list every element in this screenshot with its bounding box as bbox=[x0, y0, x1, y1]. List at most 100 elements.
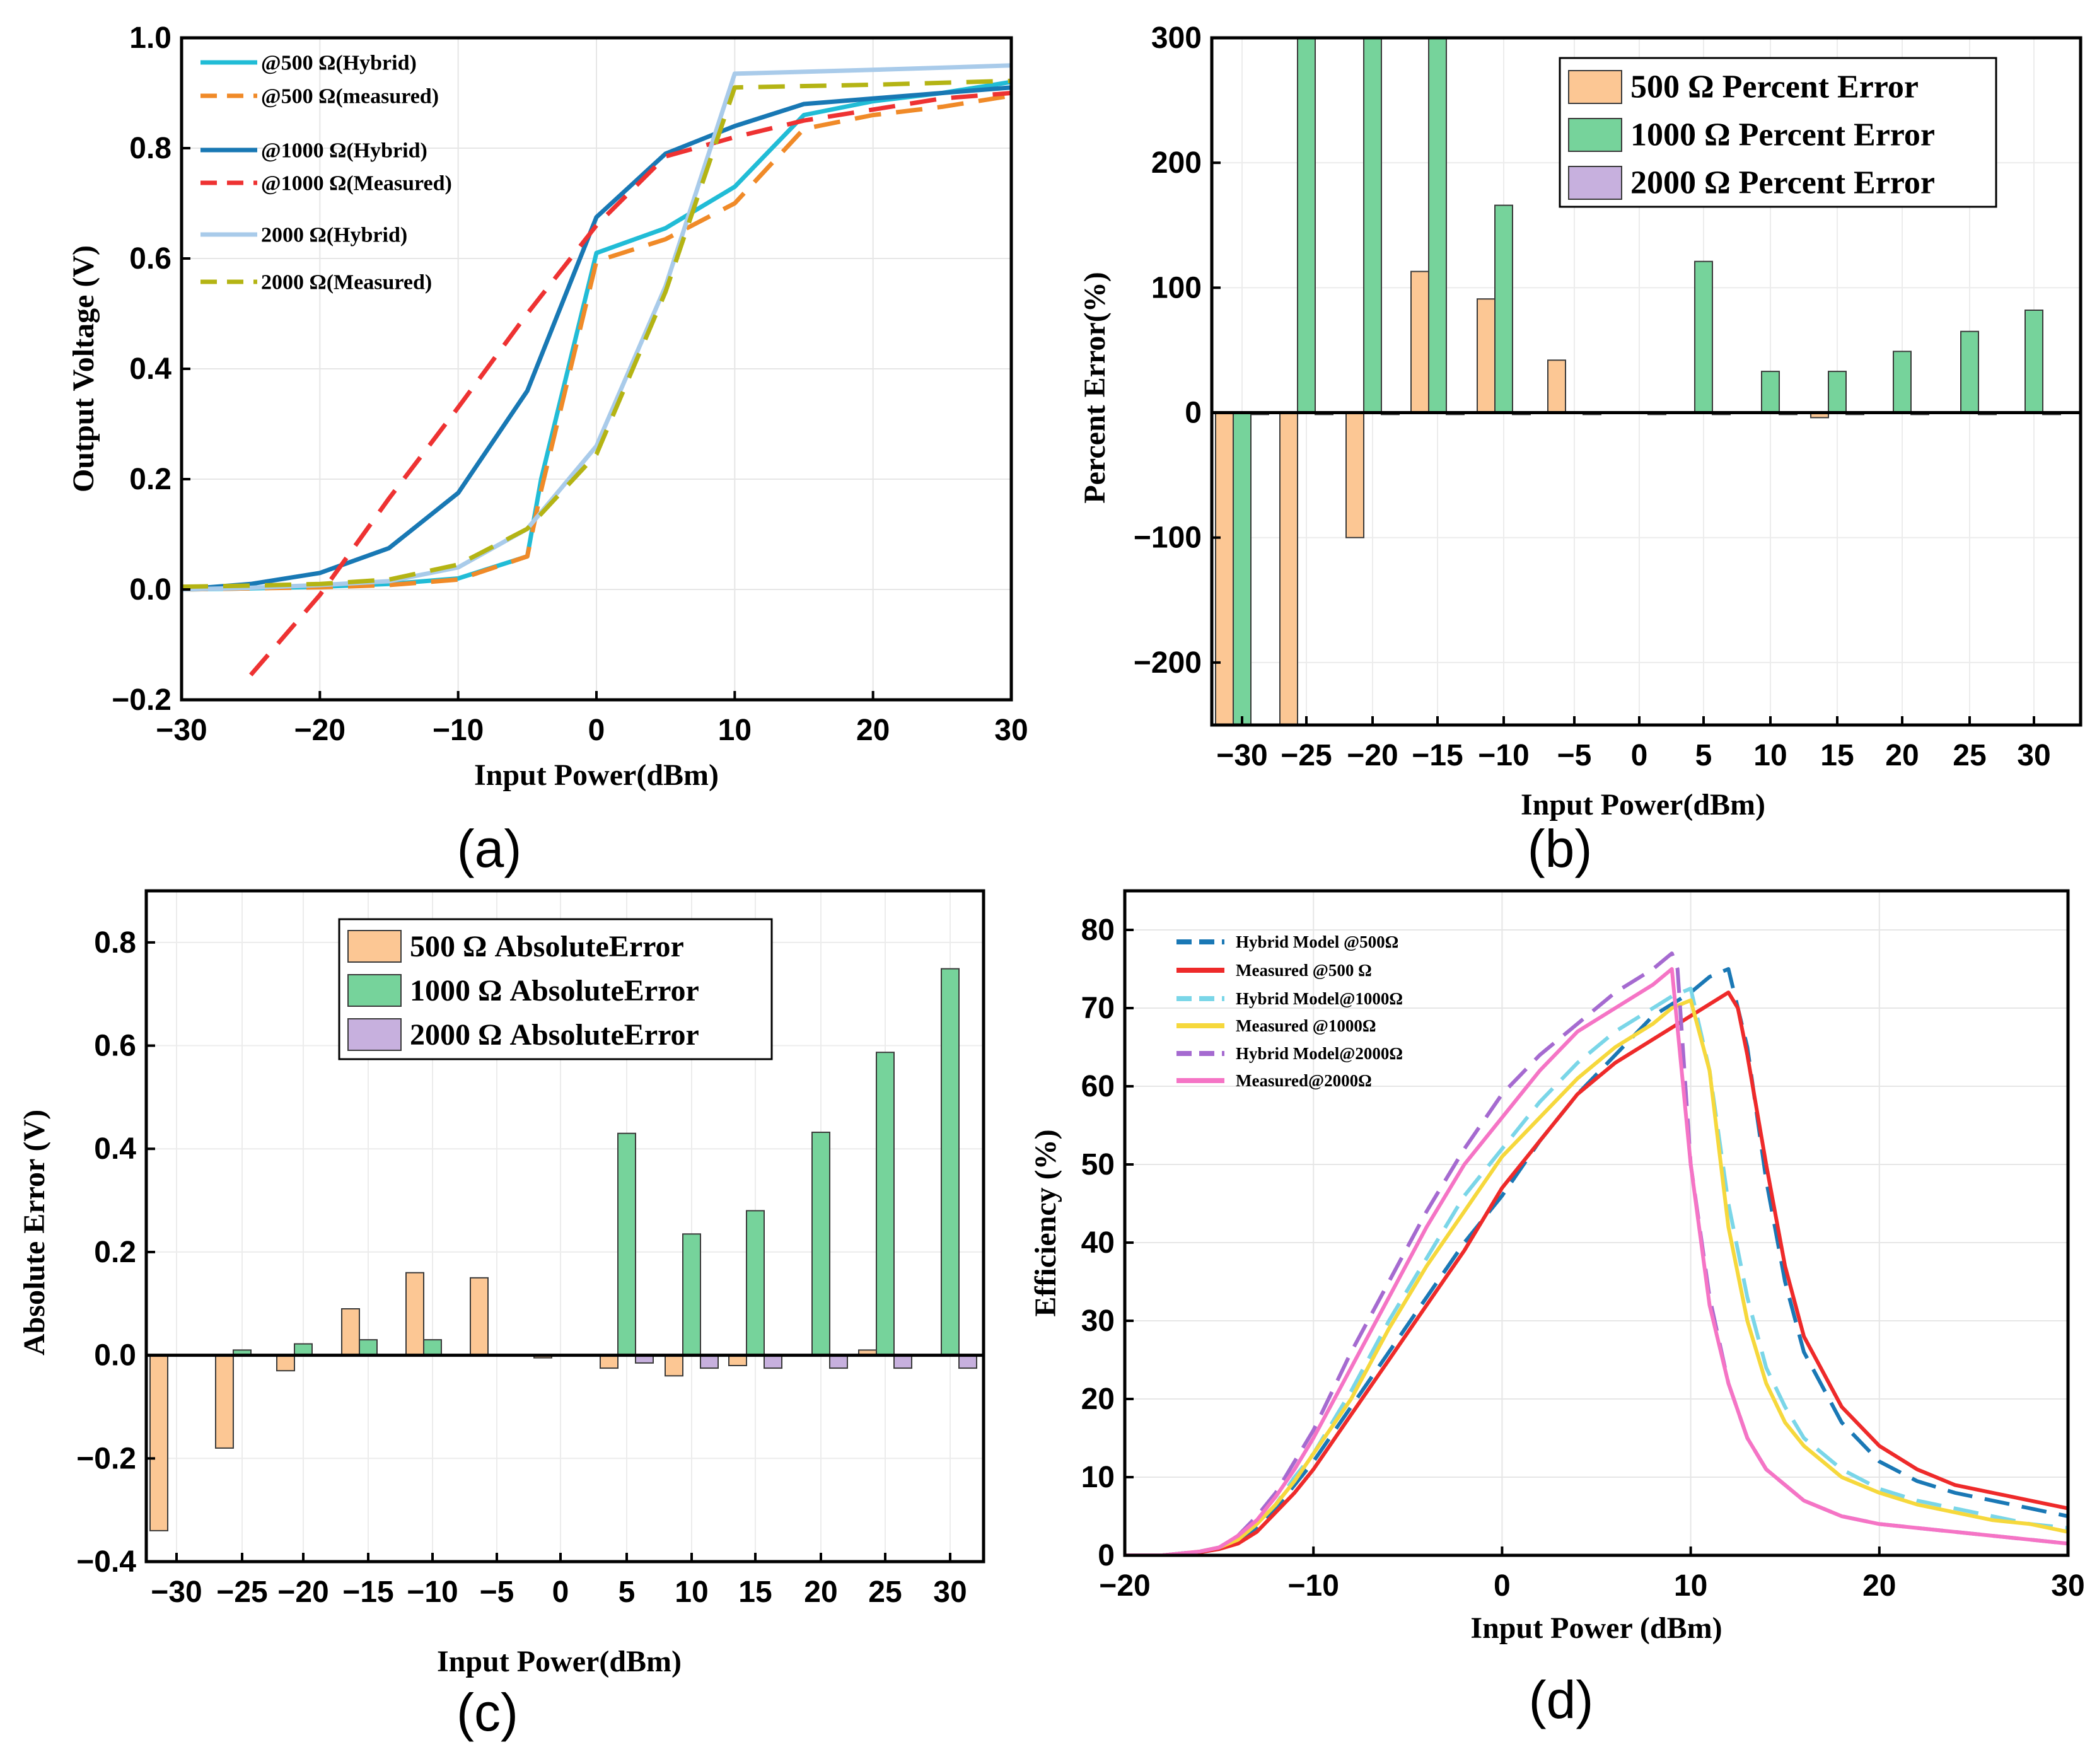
bar-series-3 bbox=[893, 1354, 912, 1369]
x-tick-label: −20 bbox=[1347, 739, 1398, 772]
legend-swatch bbox=[1568, 118, 1622, 152]
panel-label: (d) bbox=[1529, 1670, 1594, 1729]
bar-series-1 bbox=[276, 1354, 295, 1372]
bar-series-3 bbox=[829, 1354, 848, 1369]
bar-series-2 bbox=[1761, 371, 1780, 414]
series-line-4 bbox=[1125, 998, 2068, 1555]
series-line-6 bbox=[1125, 967, 2068, 1555]
x-tick-label: 30 bbox=[933, 1575, 967, 1609]
y-axis-label: Absolute Error (V) bbox=[18, 1110, 51, 1355]
x-tick-label: −30 bbox=[156, 714, 207, 747]
y-tick-label: −200 bbox=[1134, 646, 1202, 680]
axis-ticks: −30 −20 −10 0 10 20 30 −0.2 0.0 0.2 0.4 0.6 0.8 1.0 bbox=[112, 21, 1028, 747]
y-tick-label: 1.0 bbox=[129, 21, 171, 55]
x-tick-label: 0 bbox=[588, 714, 605, 747]
x-axis-label: Input Power(dBm) bbox=[437, 1645, 682, 1678]
legend: 500 Ω Percent Error 1000 Ω Percent Error 2… bbox=[1559, 57, 1997, 208]
plot-frame bbox=[1123, 889, 2070, 1557]
axis-ticks: −30 −25 −20 −15 −10 −5 0 5 10 15 20 25 30 −200 −100 0 10… bbox=[1134, 21, 2051, 772]
legend-entry: 500 Ω Percent Error bbox=[1630, 69, 1919, 105]
y-tick-label: 200 bbox=[1151, 146, 1202, 180]
x-tick-label: 20 bbox=[856, 714, 890, 747]
y-tick-label: 40 bbox=[1081, 1226, 1115, 1260]
bar-series-2 bbox=[1297, 38, 1316, 414]
y-tick-label: 0.0 bbox=[94, 1339, 136, 1372]
series-line-3 bbox=[1125, 987, 2068, 1555]
legend-swatch bbox=[1568, 70, 1622, 104]
legend-entry: 2000 Ω AbsoluteError bbox=[410, 1018, 699, 1052]
bar-series-1 bbox=[1279, 412, 1298, 725]
bar-series-2 bbox=[1828, 371, 1847, 414]
y-axis-label: Efficiency (%) bbox=[1029, 1129, 1062, 1316]
bar-series-3 bbox=[958, 1354, 977, 1369]
legend-entry: @500 Ω(measured) bbox=[261, 85, 439, 108]
bar-series-2 bbox=[1960, 330, 1979, 414]
panel-a-output-voltage: −30 −20 −10 0 10 20 30 −0.2 0.0 0.2 0.4 0.6 0.8 1.0 I… bbox=[67, 21, 1028, 878]
x-tick-label: 25 bbox=[1953, 739, 1986, 772]
legend-entry: Measured @1000Ω bbox=[1236, 1016, 1376, 1035]
panel-label: (c) bbox=[456, 1683, 518, 1742]
series-line-2 bbox=[1125, 990, 2068, 1555]
axis-ticks: −30 −25 −20 −15 −10 −5 0 5 10 15 20 25 30 −0.4 −0.2 0.0… bbox=[76, 926, 967, 1609]
legend-box bbox=[1559, 57, 1997, 208]
bar-series-2 bbox=[1494, 204, 1513, 414]
series-line-3 bbox=[182, 85, 1011, 592]
bar-series-1 bbox=[600, 1354, 619, 1369]
legend-entry: Hybrid Model@2000Ω bbox=[1236, 1044, 1403, 1063]
y-tick-label: 20 bbox=[1081, 1383, 1115, 1416]
y-tick-label: 0.0 bbox=[129, 573, 171, 606]
legend-entry: 2000 Ω(Hybrid) bbox=[261, 224, 407, 247]
bar-series-2 bbox=[1233, 412, 1252, 725]
panel-label: (b) bbox=[1528, 819, 1593, 878]
bar-series-3 bbox=[700, 1354, 719, 1369]
bar-series-2 bbox=[1428, 38, 1447, 414]
y-tick-label: 0.8 bbox=[129, 132, 171, 165]
legend-entry: @1000 Ω(Measured) bbox=[261, 172, 452, 195]
y-tick-label: −0.2 bbox=[76, 1442, 136, 1475]
bar-series-1 bbox=[149, 1354, 168, 1531]
x-tick-label: −30 bbox=[1216, 739, 1267, 772]
bar-series-1 bbox=[1547, 359, 1566, 414]
bar-series-2 bbox=[682, 1233, 701, 1356]
y-tick-label: 0.6 bbox=[129, 242, 171, 276]
legend-entry: Hybrid Model@1000Ω bbox=[1236, 989, 1403, 1008]
legend-swatch bbox=[347, 974, 402, 1007]
y-tick-label: −100 bbox=[1134, 521, 1202, 555]
bar-series-2 bbox=[359, 1339, 378, 1356]
y-axis-label: Output Voltage (V) bbox=[67, 245, 100, 492]
bars bbox=[1215, 38, 2061, 725]
panel-b-percent-error: −30 −25 −20 −15 −10 −5 0 5 10 15 20 25 30 −200 −100 0 10… bbox=[1078, 21, 2082, 878]
series-lines bbox=[1125, 951, 2068, 1555]
x-tick-label: −20 bbox=[294, 714, 346, 747]
x-tick-label: 0 bbox=[1631, 739, 1648, 772]
legend-entry: 500 Ω AbsoluteError bbox=[410, 930, 684, 963]
y-tick-label: 0 bbox=[1098, 1539, 1115, 1572]
y-axis-label: Percent Error(%) bbox=[1078, 272, 1112, 503]
bar-series-1 bbox=[665, 1354, 683, 1377]
x-tick-label: −10 bbox=[433, 714, 484, 747]
legend: Hybrid Model @500Ω Measured @500 Ω Hybrid … bbox=[1176, 932, 1403, 1090]
x-tick-label: −15 bbox=[342, 1575, 393, 1609]
bar-series-2 bbox=[941, 968, 960, 1356]
y-tick-label: −0.4 bbox=[76, 1545, 136, 1579]
bar-series-1 bbox=[405, 1272, 424, 1356]
x-tick-label: −20 bbox=[277, 1575, 328, 1609]
bar-series-3 bbox=[764, 1354, 782, 1369]
x-tick-label: 30 bbox=[994, 714, 1028, 747]
x-tick-label: 10 bbox=[1753, 739, 1787, 772]
x-axis-label: Input Power(dBm) bbox=[1521, 788, 1765, 821]
x-tick-label: 15 bbox=[1820, 739, 1854, 772]
x-tick-label: −10 bbox=[407, 1575, 458, 1609]
legend: @500 Ω(Hybrid) @500 Ω(measured) @1000 Ω(Hy… bbox=[200, 52, 452, 294]
series-line-4 bbox=[249, 91, 1011, 676]
legend-entry: 2000 Ω(Measured) bbox=[261, 271, 432, 294]
y-tick-label: 0.4 bbox=[129, 352, 171, 386]
x-tick-label: 5 bbox=[619, 1575, 636, 1609]
legend-swatch bbox=[1568, 166, 1622, 200]
series-line-1 bbox=[1125, 967, 2068, 1555]
bar-series-2 bbox=[423, 1339, 442, 1356]
x-tick-label: 20 bbox=[1885, 739, 1919, 772]
y-tick-label: −0.2 bbox=[112, 683, 171, 717]
y-tick-label: 0.2 bbox=[129, 463, 171, 496]
legend-entry: @1000 Ω(Hybrid) bbox=[261, 139, 427, 163]
